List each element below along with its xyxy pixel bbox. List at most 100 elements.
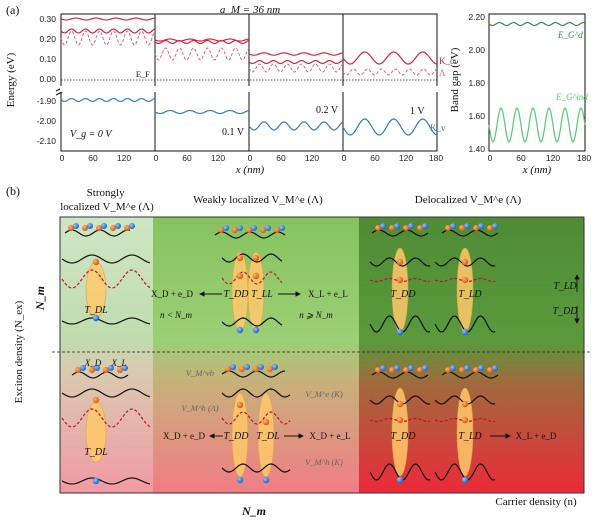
electron-dot [232,227,238,233]
kv-label: K_v [430,123,446,133]
electron-dot [396,258,404,266]
hole-dot [380,365,386,371]
hole-dot [129,223,135,229]
electron-dot [253,366,259,372]
electron-dot [445,367,451,373]
gap-ticks: 2.20 2.00 1.80 1.60 1.40 [468,12,485,154]
voltage-label-1: 0.1 V [222,127,245,138]
col-header-strong: Strongly localized V_M^e (Λ) [60,187,154,213]
tick-label: 120 [117,153,131,163]
hole-potential-line [61,408,151,428]
hole-potential-line [61,269,151,289]
voltage-label-0: V_g = 0 V [70,129,113,140]
label-tld: T_LD [458,431,482,442]
kc-label: K_c [439,56,454,66]
electron-dot [103,367,109,373]
electron-dot [445,225,451,231]
kv-band-line [60,97,156,103]
electron-dot [461,276,469,284]
electron-dot [267,366,273,372]
hole-dot [115,223,121,229]
panel-b-frame [59,216,585,494]
kc-band-line [154,39,250,45]
nm-y-label: N_m [33,286,47,311]
kc-band-line [60,28,156,34]
electron-dot [96,225,102,231]
tick-label: 120 [211,153,225,163]
hole-dot [237,225,243,231]
electron-dot [236,401,244,409]
label-tdl: T_DL [84,305,108,316]
hole-dot [94,365,100,371]
hole-dot [461,328,469,336]
tick-label: 180 [429,153,443,163]
electron-dot [396,276,404,284]
electron-dot [473,225,479,231]
electron-dot [375,367,381,373]
hole-dot [478,365,484,371]
electron-dot [389,225,395,231]
electron-dot [260,227,266,233]
energy-axis-label: Energy (eV) [5,52,17,107]
electron-dot [403,225,409,231]
label-xd: X_D [84,358,102,368]
panel-b-label: (b) [6,184,20,198]
tick-label: 0 [154,153,159,163]
reaction-arrows [199,274,580,439]
kc-band-line [248,59,344,65]
electron-dot [92,396,100,404]
egind-line [488,107,586,143]
tick-label: 0 [342,153,347,163]
electron-dot [218,227,224,233]
hole-dot [73,223,79,229]
electron-dot [75,367,81,373]
electron-dot [262,418,270,426]
lambda-label: Λ [439,68,446,78]
hole-dot [258,364,264,370]
label-n-geq: n ⩾ N_m [299,310,333,320]
tick-label: 0 [248,153,253,163]
tick-label: 60 [182,153,192,163]
potential-line [61,254,151,264]
potential-line [221,317,283,327]
hole-dot [236,476,244,484]
tick-label: 1.40 [468,144,485,154]
hole-dot [223,225,229,231]
kc-band-line [248,52,344,56]
hole-dot [408,365,414,371]
hole-dot [450,223,456,229]
electron-dot [236,272,244,280]
hole-dot [380,223,386,229]
potential-line [61,317,151,325]
hole-dot [422,365,428,371]
electron-dot [403,367,409,373]
tick-label: 60 [516,153,526,163]
hole-dot [92,477,100,485]
hole-dot [262,476,270,484]
potential-line [221,463,291,473]
label-vmvb: V_M^vb [186,368,214,378]
lambda-band-line [248,63,344,73]
bandgap-axis-label: Band gap (eV) [449,47,461,112]
nm-x-label: N_m [241,504,266,518]
kv-band-line [248,121,344,131]
tick-label: 1.60 [468,111,485,121]
electron-dot [239,366,245,372]
label-xl: X_L [110,358,126,368]
potential-line [221,253,283,263]
label-vmh-k: V_M^h (K) [305,457,343,467]
hole-dot [80,365,86,371]
tick-label: 60 [88,153,98,163]
hole-dot [394,365,400,371]
kc-band-line [60,17,156,21]
electron-dot [473,367,479,373]
kv-band-line [342,118,438,136]
hole-dot [265,225,271,231]
label-tdd-energy: T_DD [552,306,578,317]
hole-dot [122,365,128,371]
tick-label: 0 [60,153,65,163]
electron-dot [396,416,404,424]
potential-line [61,477,151,485]
hole-dot [230,364,236,370]
electron-dot [375,225,381,231]
